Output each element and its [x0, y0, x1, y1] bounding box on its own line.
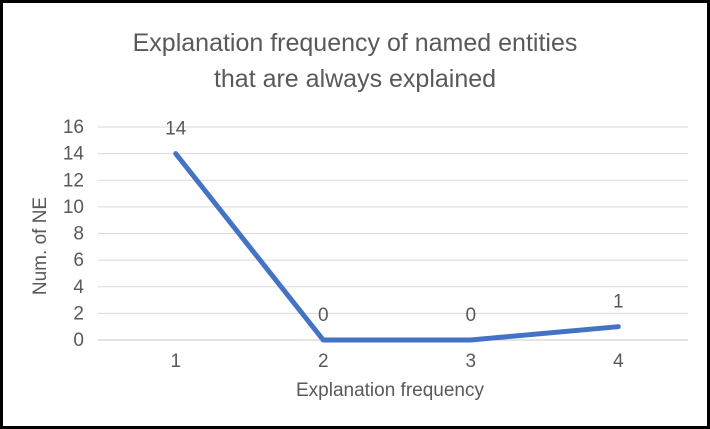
data-label: 0 [465, 305, 476, 326]
x-tick-label: 2 [318, 351, 329, 372]
y-tick-label: 16 [63, 117, 84, 138]
x-axis-title: Explanation frequency [295, 380, 484, 401]
y-tick-label: 6 [73, 250, 84, 271]
x-tick-label: 3 [465, 351, 476, 372]
data-label: 0 [318, 305, 329, 326]
chart-title: Explanation frequency of named entities … [3, 25, 707, 97]
y-tick-label: 2 [73, 303, 84, 324]
data-label: 14 [165, 119, 187, 140]
chart-title-line1: Explanation frequency of named entities [132, 29, 578, 57]
y-tick-label: 8 [73, 224, 84, 245]
x-tick-label: 1 [170, 351, 181, 372]
x-tick-label: 4 [613, 351, 624, 372]
series-line [173, 151, 621, 343]
data-label: 1 [613, 292, 624, 313]
y-tick-label: 0 [73, 330, 84, 351]
y-tick-label: 4 [73, 277, 84, 298]
y-tick-label: 14 [63, 144, 85, 165]
y-tick-label: 12 [63, 170, 84, 191]
chart-title-line2: that are always explained [213, 65, 497, 93]
y-tick-label: 10 [63, 197, 84, 218]
